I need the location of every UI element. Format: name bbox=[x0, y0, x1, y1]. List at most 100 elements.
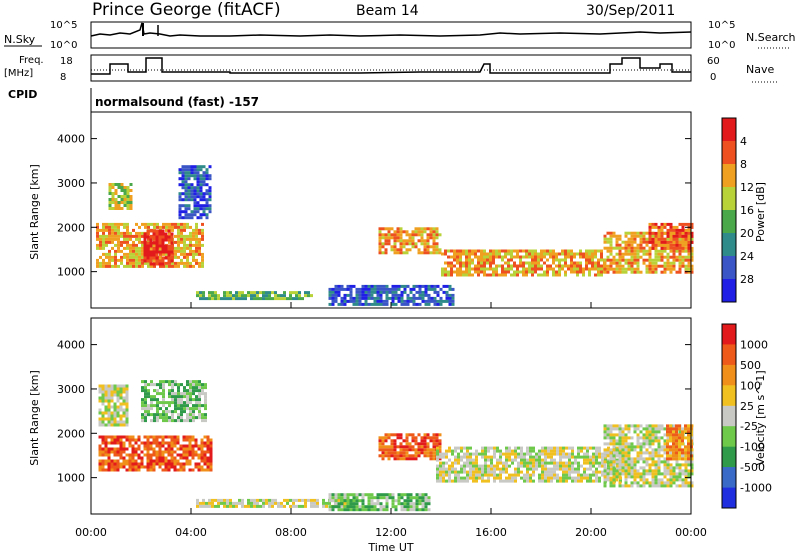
scatter-cell bbox=[184, 192, 188, 196]
scatter-cell bbox=[399, 457, 403, 461]
scatter-cell bbox=[450, 270, 453, 274]
scatter-cell bbox=[343, 296, 347, 300]
scatter-cell bbox=[528, 270, 531, 274]
scatter-cell bbox=[367, 290, 371, 294]
scatter-cell bbox=[666, 460, 670, 464]
scatter-cell bbox=[167, 238, 171, 242]
scatter-cell bbox=[483, 273, 486, 277]
scatter-cell bbox=[532, 458, 535, 462]
scatter-cell bbox=[405, 251, 409, 255]
scatter-cell bbox=[654, 252, 658, 256]
scatter-cell bbox=[562, 452, 565, 456]
scatter-cell bbox=[627, 460, 631, 464]
scatter-cell bbox=[193, 201, 197, 205]
scatter-cell bbox=[202, 294, 205, 298]
scatter-cell bbox=[201, 386, 204, 390]
scatter-cell bbox=[192, 249, 195, 253]
scatter-cell bbox=[525, 255, 528, 259]
scatter-cell bbox=[633, 252, 637, 256]
scatter-cell bbox=[98, 435, 102, 439]
scatter-cell bbox=[532, 479, 535, 483]
scatter-cell bbox=[200, 468, 204, 472]
scatter-cell bbox=[178, 192, 182, 196]
scatter-cell bbox=[186, 392, 189, 396]
scatter-cell bbox=[606, 478, 610, 482]
scatter-cell bbox=[214, 294, 217, 298]
scatter-cell bbox=[492, 252, 495, 256]
scatter-cell bbox=[636, 436, 640, 440]
scatter-cell bbox=[411, 454, 415, 458]
scatter-cell bbox=[405, 433, 409, 437]
scatter-cell bbox=[621, 427, 625, 431]
scatter-cell bbox=[663, 484, 667, 488]
scatter-cell bbox=[567, 252, 570, 256]
scatter-cell bbox=[669, 463, 673, 467]
scatter-cell bbox=[427, 302, 431, 306]
scatter-cell bbox=[672, 255, 676, 259]
scatter-cell bbox=[429, 233, 433, 237]
scatter-cell bbox=[114, 204, 118, 207]
scatter-cell bbox=[423, 245, 427, 249]
scatter-cell bbox=[522, 273, 525, 277]
scatter-cell bbox=[111, 264, 114, 268]
scatter-cell bbox=[648, 237, 652, 241]
scatter-cell bbox=[159, 246, 162, 250]
scatter-cell bbox=[190, 198, 194, 202]
scatter-cell bbox=[526, 476, 529, 480]
scatter-cell bbox=[156, 410, 159, 414]
scatter-cell bbox=[178, 204, 182, 208]
scatter-cell bbox=[624, 439, 628, 443]
scatter-cell bbox=[393, 233, 397, 237]
scatter-cell bbox=[98, 420, 102, 424]
scatter-cell bbox=[116, 453, 120, 457]
scatter-cell bbox=[138, 261, 141, 265]
scatter-cell bbox=[111, 240, 114, 244]
scatter-cell bbox=[390, 236, 394, 240]
scatter-cell bbox=[657, 436, 661, 440]
scatter-cell bbox=[678, 472, 682, 476]
scatter-cell bbox=[648, 270, 652, 274]
scatter-cell bbox=[475, 467, 478, 471]
scatter-cell bbox=[223, 297, 226, 301]
scatter-cell bbox=[448, 446, 451, 450]
scatter-cell bbox=[184, 198, 188, 202]
scatter-cell bbox=[331, 508, 335, 512]
scatter-cell bbox=[170, 444, 174, 448]
scatter-cell bbox=[630, 445, 634, 449]
scatter-cell bbox=[412, 505, 416, 509]
scatter-cell bbox=[346, 502, 350, 506]
scatter-cell bbox=[200, 459, 204, 463]
scatter-cell bbox=[373, 290, 377, 294]
scatter-cell bbox=[195, 237, 198, 241]
colorbar-segment bbox=[722, 405, 736, 427]
scatter-cell bbox=[684, 454, 688, 458]
scatter-cell bbox=[391, 293, 395, 297]
scatter-cell bbox=[182, 438, 186, 442]
scatter-cell bbox=[654, 261, 658, 265]
scatter-cell bbox=[205, 501, 208, 505]
scatter-cell bbox=[128, 444, 132, 448]
scatter-cell bbox=[358, 293, 362, 297]
scatter-cell bbox=[191, 444, 195, 448]
scatter-cell bbox=[609, 427, 613, 431]
scatter-cell bbox=[205, 207, 209, 211]
scatter-cell bbox=[450, 261, 453, 265]
scatter-cell bbox=[532, 464, 535, 468]
scatter-cell bbox=[603, 451, 607, 455]
scatter-cell bbox=[111, 201, 115, 204]
scatter-cell bbox=[574, 476, 577, 480]
scatter-cell bbox=[594, 264, 597, 268]
scatter-cell bbox=[556, 461, 559, 465]
scatter-cell bbox=[450, 264, 453, 268]
scatter-cell bbox=[684, 448, 687, 452]
scatter-cell bbox=[480, 249, 483, 253]
scatter-cell bbox=[262, 294, 265, 298]
scatter-cell bbox=[423, 451, 427, 455]
scatter-cell bbox=[358, 290, 362, 294]
scatter-cell bbox=[591, 258, 594, 262]
colorbar-segment bbox=[722, 187, 736, 211]
scatter-cell bbox=[355, 493, 359, 497]
scatter-cell bbox=[331, 505, 335, 509]
scatter-cell bbox=[561, 249, 564, 253]
